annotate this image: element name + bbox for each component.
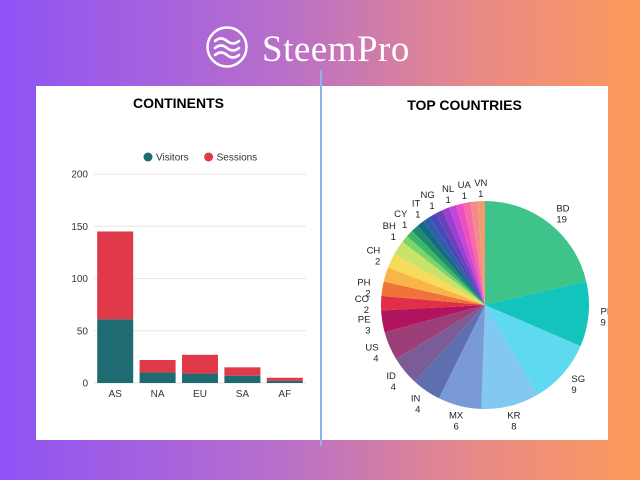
- pie-label: BD 19: [556, 204, 569, 226]
- bar-segment: [182, 354, 218, 374]
- pie-label: ID 4: [386, 371, 396, 393]
- brand-header: SteemPro: [0, 22, 640, 76]
- pie-label: NL 1: [442, 184, 454, 206]
- waves-logo-icon: [206, 26, 248, 68]
- pie-slice: [412, 225, 485, 305]
- pie-slice: [381, 305, 485, 333]
- continents-chart-title: CONTINENTS: [133, 95, 224, 111]
- panel-divider: [320, 70, 322, 446]
- pie-slice: [423, 217, 485, 305]
- legend-label: Sessions: [217, 153, 258, 164]
- pie-slice: [485, 305, 581, 395]
- pie-label: PE 3: [358, 315, 371, 337]
- pie-label: UA 1: [458, 180, 472, 202]
- bar-segment: [97, 319, 134, 383]
- bar-segment: [97, 231, 134, 320]
- x-tick-label: AF: [278, 389, 291, 400]
- pie-slice: [383, 267, 485, 305]
- pie-slice: [449, 205, 485, 305]
- pie-slice: [470, 201, 485, 305]
- bar-segment: [139, 372, 176, 383]
- legend-marker: [204, 152, 214, 162]
- pie-slice: [396, 305, 485, 382]
- pie-slice: [402, 236, 485, 305]
- countries-chart-title: TOP COUNTRIES: [407, 97, 522, 113]
- pie-label: SG 9: [571, 374, 585, 396]
- x-tick-label: NA: [151, 389, 165, 400]
- legend-marker: [143, 152, 153, 162]
- pie-slice: [394, 241, 485, 305]
- continents-bar-chart: 0 50 100 150 200 AS NA EU SA AF Visitors Sessions: [71, 152, 306, 400]
- pie-slice: [438, 305, 485, 409]
- pie-slice: [414, 305, 485, 399]
- pie-slice: [429, 213, 485, 305]
- pie-slice: [456, 203, 485, 305]
- bar-segment: [266, 377, 303, 381]
- pie-label: IT 1: [412, 199, 421, 221]
- pie-label: CY 1: [394, 209, 408, 231]
- pie-label: BH 1: [383, 221, 396, 243]
- y-tick-label: 200: [71, 170, 88, 181]
- bar-segment: [139, 360, 176, 373]
- pie-slice: [381, 281, 485, 305]
- pie-label: NG 1: [420, 190, 434, 212]
- pie-label: MX 6: [449, 410, 464, 432]
- pie-label: VN 1: [474, 178, 487, 200]
- y-tick-label: 50: [77, 326, 89, 337]
- y-tick-label: 0: [82, 379, 88, 390]
- pie-slice: [477, 201, 485, 305]
- y-tick-label: 100: [71, 274, 88, 285]
- pie-slice: [435, 210, 485, 305]
- x-tick-label: SA: [236, 389, 250, 400]
- x-tick-label: AS: [109, 389, 123, 400]
- pie-slice: [407, 230, 485, 305]
- bar-segment: [182, 373, 218, 383]
- x-tick-label: EU: [193, 389, 207, 400]
- bar-segment: [224, 375, 261, 383]
- legend-label: Visitors: [156, 153, 189, 164]
- y-tick-label: 150: [71, 222, 88, 233]
- pie-label: CO 2: [355, 294, 369, 316]
- pie-slice: [384, 305, 485, 360]
- pie-label: CH 2: [367, 246, 381, 268]
- pie-slice: [388, 254, 485, 305]
- pie-label: PH 2: [357, 277, 370, 299]
- bar-segment: [266, 380, 303, 383]
- pie-label: IN 4: [411, 393, 421, 415]
- pie-slice: [463, 202, 485, 305]
- brand-name: SteemPro: [262, 29, 410, 70]
- pie-slice: [417, 221, 485, 305]
- bar-segment: [224, 367, 261, 376]
- pie-label: US 4: [365, 343, 378, 365]
- pie-slice: [485, 201, 587, 305]
- pie-slice: [481, 305, 538, 410]
- pie-label: PK9: [601, 306, 608, 328]
- pie-slice: [381, 295, 485, 311]
- pie-label: KR 8: [507, 410, 520, 432]
- continents-panel: CONTINENTS 0 50 100 150 200 AS NA EU SA AF Visitor…: [36, 86, 321, 440]
- pie-slice: [485, 281, 589, 347]
- pie-slice: [442, 207, 485, 305]
